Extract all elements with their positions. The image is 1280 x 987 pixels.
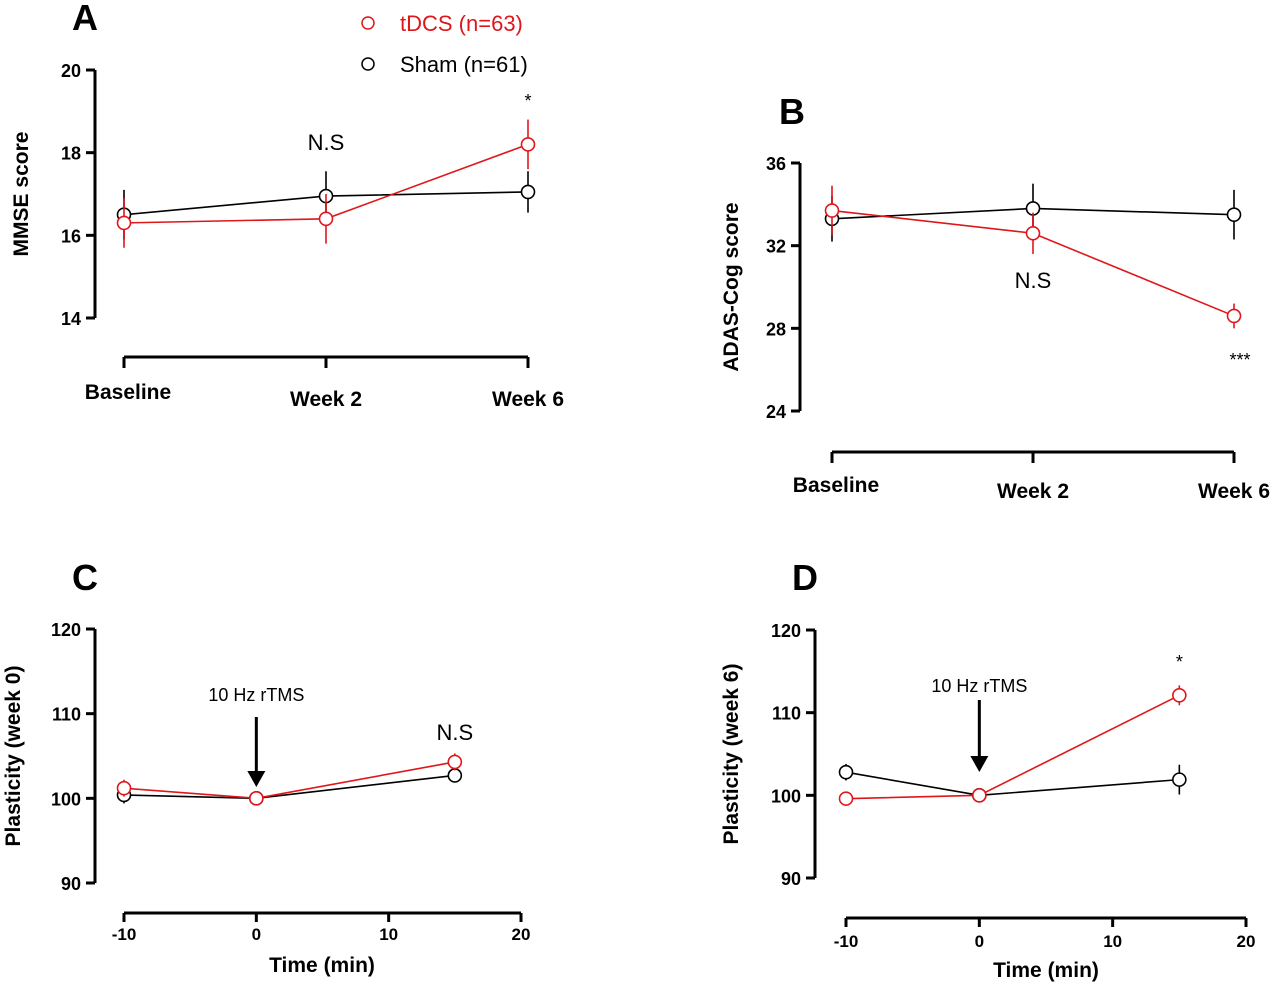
y-tick-label: 24 xyxy=(766,402,786,422)
y-tick-label: 120 xyxy=(51,620,81,640)
series-tdcs xyxy=(838,685,1187,806)
series-line xyxy=(123,761,455,800)
y-tick-label: 100 xyxy=(51,789,81,809)
panel-d: D 90 100 110 120 Plasticity (week 6) -10 0 10 20 T… xyxy=(720,557,1255,982)
arrow-head-icon xyxy=(247,771,266,787)
x-tick-label: Baseline xyxy=(85,381,171,404)
x-tick-label: 0 xyxy=(975,932,984,951)
legend-marker-sham xyxy=(361,57,375,71)
significance-label: N.S xyxy=(436,720,473,745)
x-tick-label: Week 2 xyxy=(997,480,1069,503)
significance-label: * xyxy=(524,91,531,111)
panel-a: A 14 16 18 20 MMSE score Baseline Week 2 Week 6 N… xyxy=(10,0,564,411)
x-tick-label: Week 2 xyxy=(290,388,362,411)
significance-label: * xyxy=(1176,652,1183,672)
y-tick-label: 16 xyxy=(61,226,81,246)
x-axis-title: Time (min) xyxy=(993,959,1099,982)
x-tick-label: Week 6 xyxy=(492,388,564,411)
data-point xyxy=(520,184,536,200)
y-tick-label: 36 xyxy=(766,154,786,174)
y-tick-label: 120 xyxy=(771,621,801,641)
y-tick-label: 14 xyxy=(61,309,81,329)
data-point xyxy=(838,764,854,780)
y-tick-label: 90 xyxy=(781,869,801,889)
series-tdcs xyxy=(116,119,536,248)
panel-letter: C xyxy=(72,557,98,598)
panel-b: B 24 28 32 36 ADAS-Cog score Baseline Week 2 Wee… xyxy=(720,91,1270,503)
data-point xyxy=(824,203,840,218)
y-axis-title: ADAS-Cog score xyxy=(720,202,743,371)
y-tick-label: 18 xyxy=(61,144,81,164)
annotation-label: 10 Hz rTMS xyxy=(208,685,304,705)
significance-label: N.S xyxy=(308,130,345,155)
data-point xyxy=(1226,207,1242,222)
x-tick-label: 20 xyxy=(1237,932,1256,951)
series-line xyxy=(845,771,1180,797)
data-point xyxy=(520,137,536,152)
annotation-label: 10 Hz rTMS xyxy=(931,676,1027,696)
y-tick-label: 100 xyxy=(771,786,801,806)
y-axis-title: MMSE score xyxy=(10,132,33,257)
data-point xyxy=(318,211,334,227)
x-tick-label: -10 xyxy=(834,932,859,951)
data-point xyxy=(1172,688,1187,703)
y-tick-label: 32 xyxy=(766,237,786,257)
series-tdcs xyxy=(116,753,463,806)
data-point xyxy=(838,791,854,806)
significance-label: *** xyxy=(1229,350,1250,370)
x-tick-label: Baseline xyxy=(793,474,879,497)
x-tick-label: -10 xyxy=(112,925,137,944)
y-axis-title: Plasticity (week 0) xyxy=(2,666,25,847)
x-tick-label: Week 6 xyxy=(1198,480,1270,503)
y-tick-label: 20 xyxy=(61,61,81,81)
x-tick-label: 0 xyxy=(252,925,261,944)
series-sham xyxy=(838,763,1187,803)
series-line xyxy=(123,774,455,800)
panel-letter: B xyxy=(779,91,805,132)
y-axis-title: Plasticity (week 6) xyxy=(720,664,743,845)
legend-marker-tdcs xyxy=(361,16,375,30)
data-point xyxy=(1172,772,1187,787)
series-tdcs xyxy=(824,185,1242,329)
data-point xyxy=(1025,225,1041,241)
panel-c: C 90 100 110 120 Plasticity (week 0) -10 0 10 20 T… xyxy=(2,557,530,977)
arrow-head-icon xyxy=(970,756,989,772)
y-tick-label: 110 xyxy=(772,704,801,724)
x-tick-label: 20 xyxy=(512,925,531,944)
legend-label-sham: Sham (n=61) xyxy=(400,52,528,77)
y-tick-label: 110 xyxy=(52,705,81,725)
data-point xyxy=(249,791,264,806)
data-point xyxy=(447,768,463,783)
x-axis-title: Time (min) xyxy=(269,954,375,977)
significance-label: N.S xyxy=(1015,268,1052,293)
data-point xyxy=(116,780,132,796)
data-point xyxy=(1226,308,1242,324)
panel-letter: A xyxy=(72,0,98,38)
x-tick-label: 10 xyxy=(379,925,398,944)
data-point xyxy=(972,788,987,803)
x-tick-label: 10 xyxy=(1103,932,1122,951)
legend-label-tdcs: tDCS (n=63) xyxy=(400,11,523,36)
panel-letter: D xyxy=(792,557,818,598)
data-point xyxy=(447,754,463,770)
data-point xyxy=(116,215,132,231)
y-tick-label: 28 xyxy=(766,319,786,339)
legend: tDCS (n=63) Sham (n=61) xyxy=(361,11,528,77)
y-tick-label: 90 xyxy=(61,874,81,894)
series-sham xyxy=(116,768,463,806)
